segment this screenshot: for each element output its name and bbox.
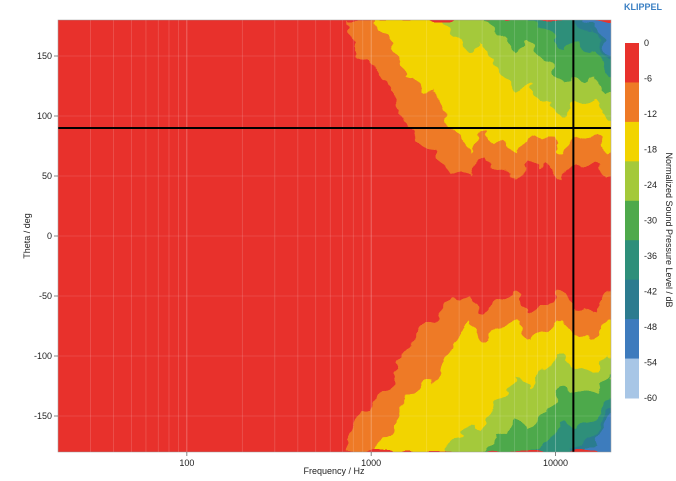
y-tick-label: 0 <box>47 231 52 241</box>
colorbar-swatch <box>625 358 639 399</box>
x-tick-label: 1000 <box>361 458 381 468</box>
colorbar-label: Normalized Sound Pressure Level / dB <box>664 152 674 307</box>
y-tick-label: -50 <box>39 291 52 301</box>
colorbar-swatch <box>625 161 639 202</box>
colorbar-tick-label: -54 <box>644 358 657 368</box>
x-axis-label: Frequency / Hz <box>303 466 365 476</box>
brand-logo: KLIPPEL <box>623 2 662 12</box>
y-tick-label: 150 <box>37 51 52 61</box>
grid <box>58 20 611 452</box>
colorbar: 0 -6 -12 -18 -24 -30 -36 -42 -48 -54 -60 <box>625 38 657 403</box>
colorbar-tick-label: -18 <box>644 145 657 155</box>
y-tick-label: 50 <box>42 171 52 181</box>
colorbar-swatch <box>625 200 639 241</box>
colorbar-swatch <box>625 43 639 83</box>
x-tick-label: 10000 <box>543 458 568 468</box>
contour-level-7-lower <box>583 415 611 452</box>
colorbar-tick-label: -12 <box>644 109 657 119</box>
cursor-lines <box>58 20 611 452</box>
y-axis-ticks: 150 100 50 0 -50 -100 -150 <box>34 51 58 421</box>
contour-fill <box>346 20 611 452</box>
colorbar-swatch <box>625 121 639 162</box>
colorbar-swatch <box>625 240 639 281</box>
colorbar-tick-label: -6 <box>644 74 652 84</box>
x-tick-label: 100 <box>179 458 194 468</box>
colorbar-swatch <box>625 319 639 360</box>
colorbar-tick-label: -42 <box>644 287 657 297</box>
colorbar-tick-label: -48 <box>644 322 657 332</box>
plot-area <box>57 19 612 453</box>
colorbar-tick-label: -24 <box>644 180 657 190</box>
colorbar-swatch <box>625 279 639 320</box>
x-axis-ticks: 100 1000 10000 <box>179 452 568 468</box>
colorbar-tick-label: -30 <box>644 216 657 226</box>
contour-level-5-lower <box>528 398 611 452</box>
colorbar-swatch <box>625 82 639 123</box>
contour-level-5-upper <box>528 20 611 74</box>
y-tick-label: 100 <box>37 111 52 121</box>
colorbar-tick-label: 0 <box>644 38 649 48</box>
contour-level-7-upper <box>583 20 611 57</box>
colorbar-tick-label: -60 <box>644 393 657 403</box>
y-axis-label: Theta / deg <box>22 213 32 259</box>
colorbar-tick-label: -36 <box>644 251 657 261</box>
y-tick-label: -100 <box>34 351 52 361</box>
y-tick-label: -150 <box>34 411 52 421</box>
